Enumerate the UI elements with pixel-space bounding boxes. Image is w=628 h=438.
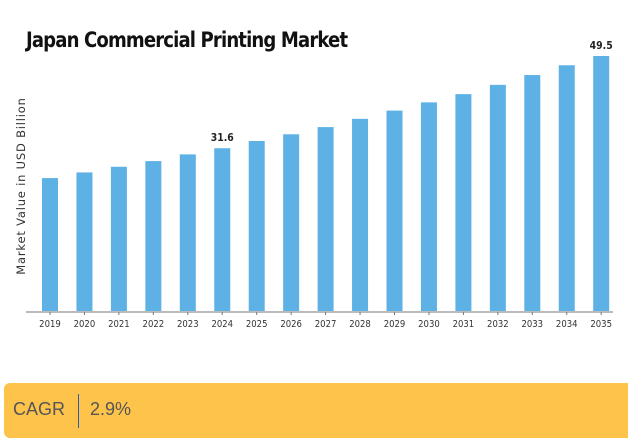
cagr-divider: [78, 394, 79, 428]
x-tick-label: 2025: [246, 318, 268, 330]
x-tick-label: 2026: [280, 318, 302, 330]
x-tick-label: 2027: [315, 318, 337, 330]
x-tick-label: 2030: [418, 318, 440, 330]
x-tick-label: 2019: [39, 318, 61, 330]
bar-2029: [386, 110, 403, 311]
bar-2030: [420, 102, 437, 311]
cagr-value: 2.9%: [90, 399, 132, 419]
bar-2020: [76, 172, 93, 311]
cagr-label: CAGR: [13, 399, 66, 419]
bar-2028: [352, 118, 369, 312]
x-tick-label: 2022: [143, 318, 165, 330]
chart-title: Japan Commercial Printing Market: [26, 28, 348, 52]
bar-2022: [145, 161, 162, 311]
bar-2035: [593, 56, 610, 311]
x-tick-label: 2020: [74, 318, 96, 330]
data-label-2024: 31.6: [211, 133, 234, 145]
bar-2023: [179, 154, 196, 311]
x-tick-label: 2028: [349, 318, 371, 330]
x-tick-label: 2032: [487, 318, 509, 330]
bar-2027: [317, 127, 334, 311]
x-tick-label: 2033: [521, 318, 543, 330]
y-axis-label: Market Value in USD Billion: [14, 97, 28, 274]
bar-2019: [42, 178, 58, 311]
bar-2026: [283, 134, 300, 311]
x-tick-label: 2024: [211, 318, 233, 330]
bar-2033: [524, 75, 541, 311]
cagr-banner: CAGR 2.9%: [4, 383, 628, 438]
x-tick-label: 2029: [384, 318, 406, 330]
bar-2024: [214, 148, 231, 311]
bar-2034: [558, 65, 575, 311]
bar-2031: [455, 94, 472, 311]
x-tick-label: 2031: [453, 318, 475, 330]
x-tick-label: 2034: [556, 318, 578, 330]
x-tick-label: 2021: [108, 318, 130, 330]
bar-chart: Market Value in USD Billion 2019 2020 2021…: [14, 40, 613, 330]
bar-2025: [248, 141, 265, 311]
x-tick-label: 2023: [177, 318, 199, 330]
bar-2032: [489, 84, 506, 312]
x-tick-label: 2035: [590, 318, 612, 330]
data-label-2035: 49.5: [590, 40, 613, 52]
bar-2021: [110, 166, 127, 311]
